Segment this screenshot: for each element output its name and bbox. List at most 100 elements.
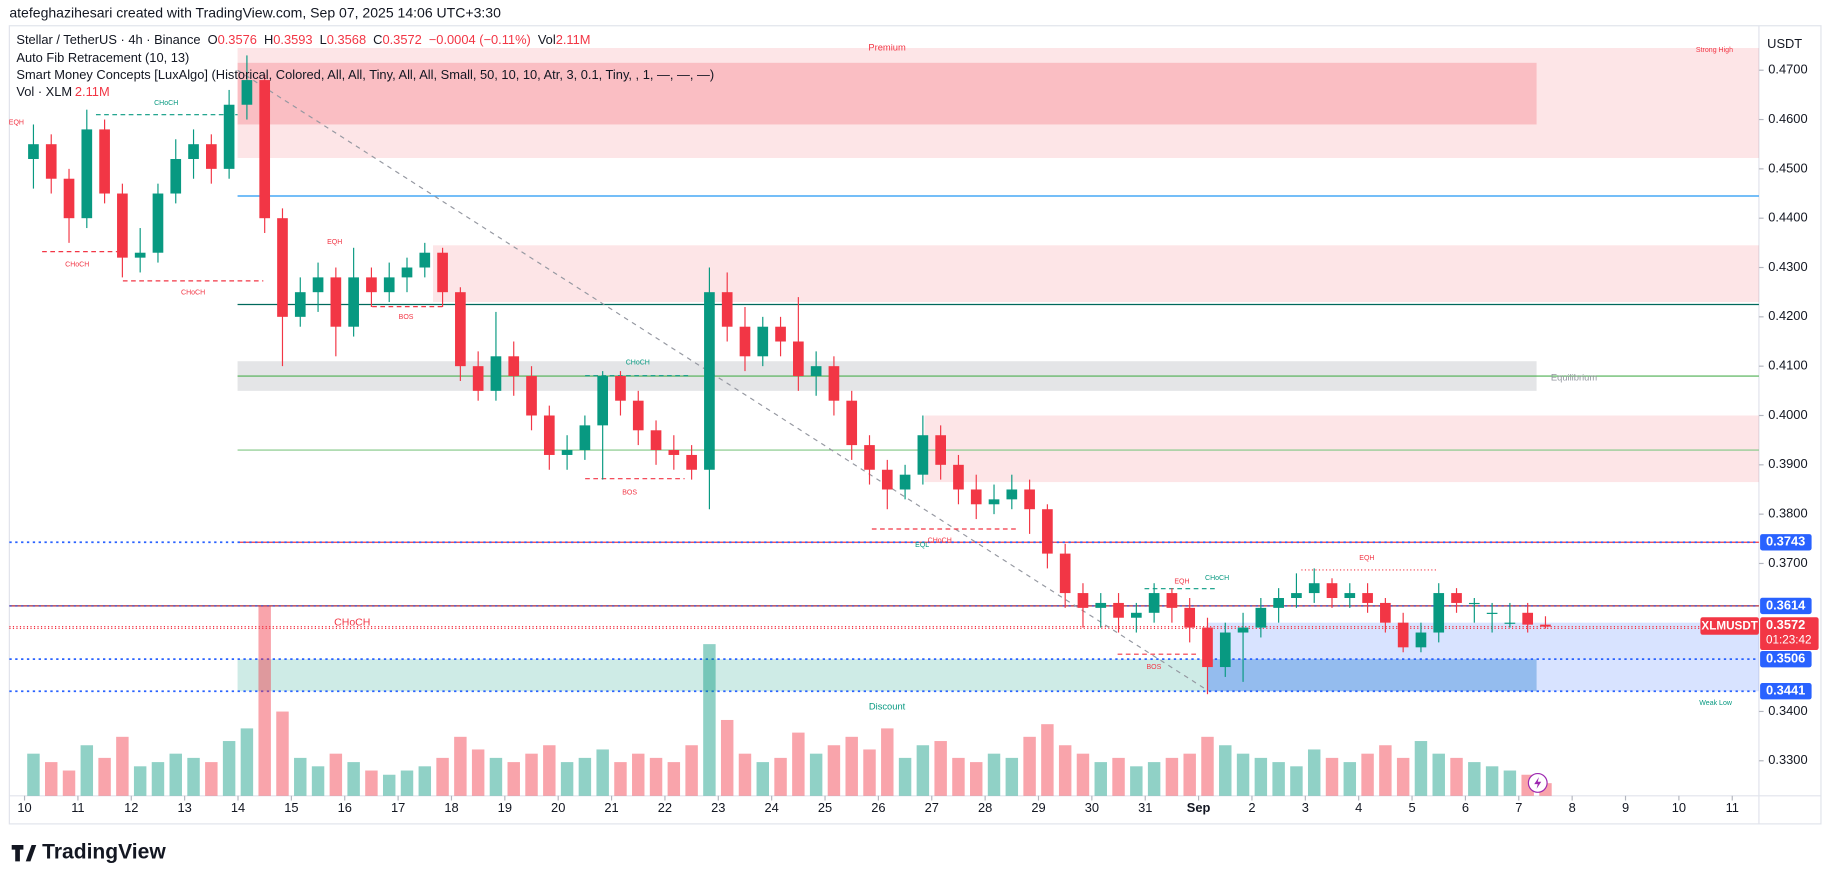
candles xyxy=(28,55,1551,695)
volume-bar xyxy=(1396,757,1410,796)
candle-body xyxy=(704,292,715,470)
countdown: 01:23:42 xyxy=(1766,634,1811,647)
volume-bar xyxy=(756,762,769,796)
structure-label: BOS xyxy=(399,314,414,321)
volume-bar xyxy=(667,762,681,796)
volume-bar xyxy=(1219,745,1232,796)
candle-body xyxy=(1362,593,1373,603)
zone xyxy=(237,48,1759,159)
x-tick-label: 20 xyxy=(551,800,565,815)
volume-bar xyxy=(98,757,111,796)
volume-bar xyxy=(1414,741,1428,796)
candle-body xyxy=(864,445,875,470)
volume-bar xyxy=(276,711,289,796)
candle-body xyxy=(1219,632,1231,668)
zone xyxy=(924,415,1759,483)
candle-body xyxy=(205,144,217,169)
volume-bar xyxy=(614,762,627,796)
volume-bar xyxy=(809,753,823,796)
x-tick-label: 17 xyxy=(391,800,405,815)
x-tick-label: 27 xyxy=(925,800,939,815)
x-tick-label: 6 xyxy=(1462,800,1469,815)
x-tick-label: 23 xyxy=(711,800,725,815)
candle-body xyxy=(45,144,57,179)
x-tick-label: 13 xyxy=(177,800,191,815)
volume-bar xyxy=(1379,745,1392,796)
ohlc-value: 0.3568 xyxy=(327,32,366,47)
candle-body xyxy=(294,292,306,317)
y-tick-label: 0.4100 xyxy=(1768,358,1807,373)
candle-body xyxy=(1130,612,1142,618)
zone-label: Equilibrium xyxy=(1551,372,1597,382)
y-tick-label: 0.4400 xyxy=(1768,210,1807,225)
candle-body xyxy=(775,326,786,342)
volume-bar xyxy=(1112,757,1125,796)
frame xyxy=(8,25,1822,825)
volume-bar xyxy=(400,770,414,796)
x-tick-label: 12 xyxy=(124,800,138,815)
volume-bar xyxy=(169,753,182,796)
structure-label: CHoCH xyxy=(65,261,89,268)
volume-bar xyxy=(1307,749,1321,796)
candle-body xyxy=(1077,593,1089,608)
price-tag-label: 0.3614 xyxy=(1766,597,1806,612)
volume-bar xyxy=(436,757,449,796)
candle-body xyxy=(579,425,591,451)
x-tick-label: 18 xyxy=(444,800,458,815)
volume-bar xyxy=(80,745,94,796)
last-price-tag xyxy=(1760,617,1819,651)
ohlc-value: 0.3572 xyxy=(382,32,421,47)
y-tick-label: 0.4000 xyxy=(1768,407,1807,422)
zone-label: Strong High xyxy=(1696,47,1733,54)
candle-body xyxy=(1468,602,1480,605)
candle-body xyxy=(419,252,431,268)
candle-body xyxy=(1486,612,1498,614)
y-tick-label: 0.3400 xyxy=(1768,703,1807,718)
candle-body xyxy=(1042,509,1053,554)
volume-bar xyxy=(151,762,165,796)
volume-bar xyxy=(62,770,76,796)
price-tag xyxy=(1760,650,1812,668)
volume-bar xyxy=(1325,757,1339,796)
volume-bar xyxy=(1183,753,1196,796)
candle-body xyxy=(188,144,199,159)
volume-bar xyxy=(1165,757,1179,796)
candle-body xyxy=(1540,624,1551,627)
x-tick-label: 2 xyxy=(1248,800,1255,815)
volume-bar xyxy=(1450,757,1463,796)
volume-bar xyxy=(116,736,129,796)
candle-body xyxy=(1451,593,1462,603)
volume-bar xyxy=(863,749,876,796)
y-tick-label: 0.4600 xyxy=(1768,111,1807,126)
y-tick-label: 0.4700 xyxy=(1768,62,1807,77)
ohlc-value: 0.3576 xyxy=(218,32,257,47)
credit: atefeghazihesari created with TradingVie… xyxy=(9,5,501,21)
structure-label: CHoCH xyxy=(181,289,205,296)
volume-bar xyxy=(1005,757,1019,796)
candle-body xyxy=(472,366,484,391)
zone xyxy=(1207,659,1537,692)
volume-bar xyxy=(525,753,538,796)
candle-body xyxy=(1148,593,1160,613)
structure-label: CHoCH xyxy=(928,538,952,545)
candle-body xyxy=(1024,489,1035,510)
vol-legend-value: 2.11M xyxy=(75,84,110,99)
candle-body xyxy=(348,277,359,327)
candle-body xyxy=(1166,593,1178,608)
candle-body xyxy=(1059,553,1071,594)
volume-bar xyxy=(649,757,663,796)
volume-bar xyxy=(1432,753,1445,796)
volume-bar xyxy=(934,741,947,796)
ticker-tag xyxy=(1700,617,1759,635)
zone-label: Premium xyxy=(868,42,906,52)
x-tick-label: 15 xyxy=(284,800,298,815)
candle-body xyxy=(988,499,1000,505)
candle-body xyxy=(526,376,537,416)
price-tag-label: 0.3743 xyxy=(1766,534,1805,549)
candle-body xyxy=(1095,602,1107,608)
volume-bar xyxy=(578,757,592,796)
volume-bar xyxy=(133,766,147,796)
volume-bar xyxy=(560,762,574,796)
candle-body xyxy=(330,277,342,327)
